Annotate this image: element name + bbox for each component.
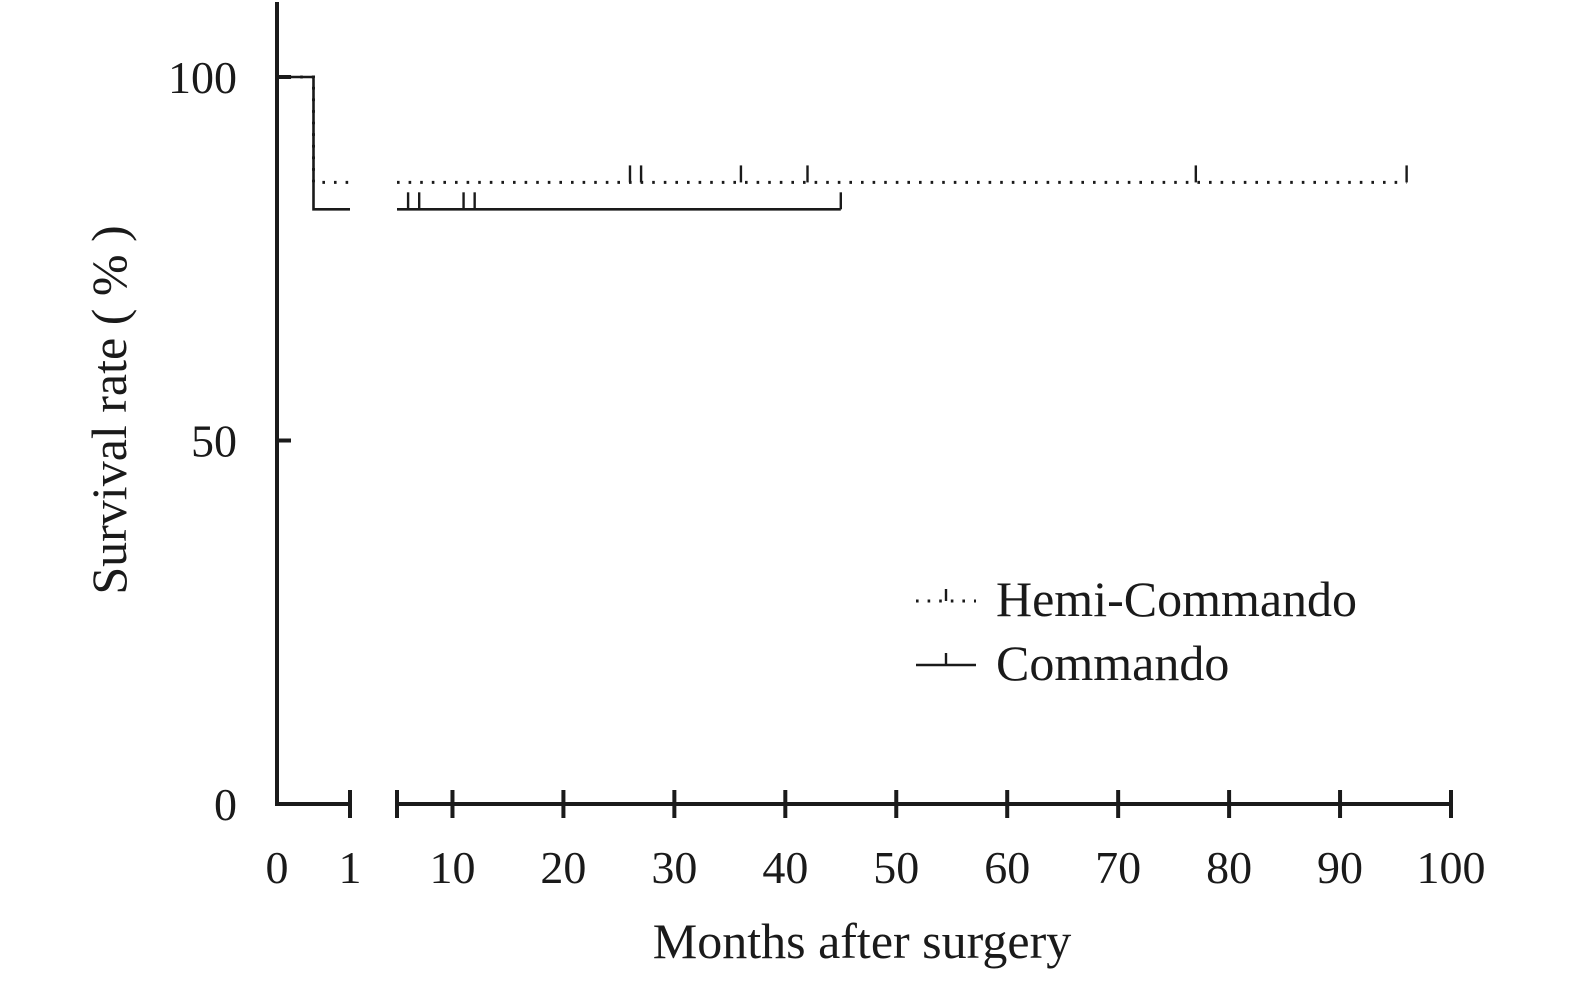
series-hemi-commando (277, 75, 1408, 184)
y-axis-ticks: 0 50 100 (168, 52, 291, 830)
x-tick-label: 20 (540, 842, 586, 893)
y-axis-title: Survival rate ( % ) (81, 225, 137, 594)
x-tick-label: 60 (984, 842, 1030, 893)
curve-line-hemi-commando (277, 75, 1407, 184)
x-tick-label: 80 (1206, 842, 1252, 893)
x-axis-title: Months after surgery (653, 913, 1071, 969)
y-tick-label: 50 (191, 416, 237, 467)
y-tick-label: 100 (168, 52, 237, 103)
series-commando (277, 75, 842, 211)
axes (275, 2, 1453, 818)
x-tick-label: 10 (429, 842, 475, 893)
x-tick-label: 90 (1317, 842, 1363, 893)
x-tick-label: 50 (873, 842, 919, 893)
legend: Hemi-Commando Commando (916, 571, 1357, 691)
x-axis-ticks: 0 1 10 20 30 40 50 60 70 80 90 100 (266, 790, 1486, 893)
x-tick-label: 1 (339, 842, 362, 893)
survival-curves (277, 75, 1408, 211)
x-tick-label: 0 (266, 842, 289, 893)
legend-label-hemi-commando: Hemi-Commando (996, 571, 1357, 627)
y-tick-label: 0 (214, 779, 237, 830)
x-tick-label: 30 (651, 842, 697, 893)
x-tick-label: 70 (1095, 842, 1141, 893)
curve-line-commando (277, 75, 841, 211)
legend-item-commando: Commando (916, 635, 1229, 691)
legend-label-commando: Commando (996, 635, 1229, 691)
legend-item-hemi-commando: Hemi-Commando (916, 571, 1357, 627)
x-tick-label: 40 (762, 842, 808, 893)
x-tick-label: 100 (1417, 842, 1486, 893)
